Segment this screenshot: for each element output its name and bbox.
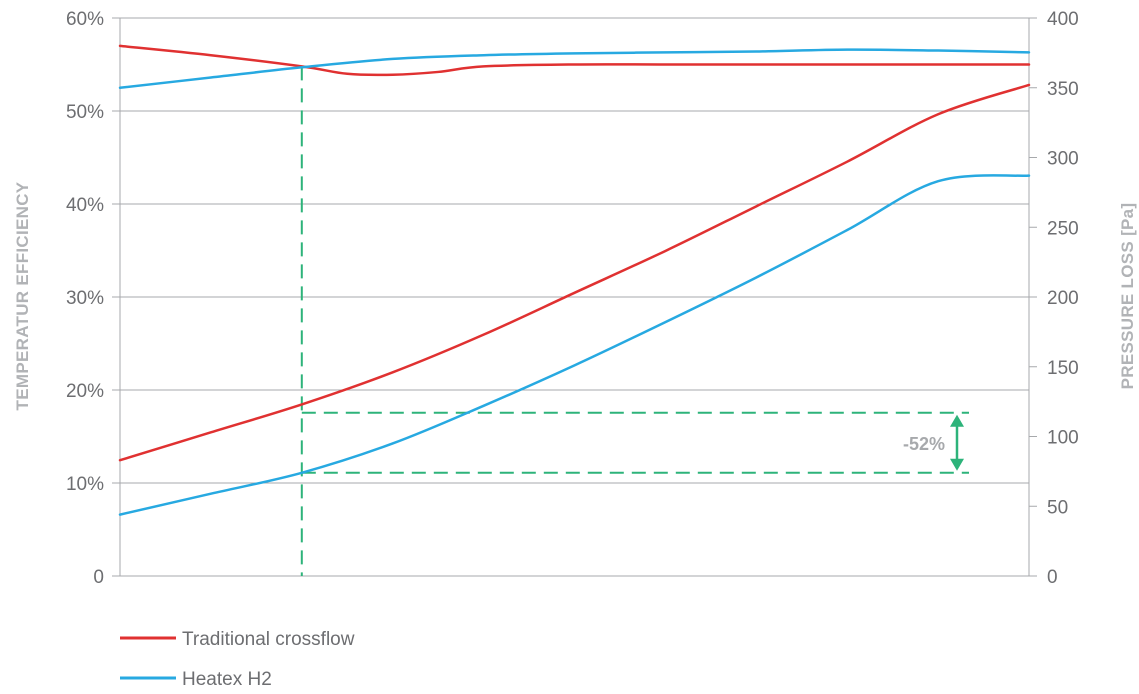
legend-label: Heatex H2 [182,669,272,689]
tick-layer: 0 10% 20% 30% 40% 50% 60% 0 50 100 150 200 250 300 350… [66,9,1079,588]
reduction-arrow-head-down [950,458,964,471]
grid-layer [112,17,1037,577]
right-tick-label: 300 [1047,149,1079,170]
legend: Traditional crossflow Heatex H2 [120,629,355,690]
left-tick-label: 10% [66,474,104,495]
legend-label: Traditional crossflow [182,629,355,650]
right-tick-label: 350 [1047,79,1079,100]
reduction-arrow-head-up [950,414,964,427]
right-tick-label: 400 [1047,9,1079,30]
right-tick-label: 150 [1047,358,1079,379]
series-line [118,48,1031,89]
right-tick-label: 100 [1047,428,1079,449]
left-tick-label: 0 [93,567,104,588]
left-tick-label: 20% [66,381,104,402]
left-tick-label: 60% [66,9,104,30]
reduction-label: -52% [903,434,945,454]
left-tick-label: 50% [66,102,104,123]
right-tick-label: 50 [1047,497,1068,518]
right-axis-title: PRESSURE LOSS [Pa] [1118,203,1137,390]
left-tick-label: 40% [66,195,104,216]
axis-title-layer: TEMPERATUR EFFICIENCY PRESSURE LOSS [Pa] [13,181,1137,410]
series-line [118,44,1031,77]
guide-layer [300,66,969,576]
annotation-layer: -52% [903,414,964,471]
right-tick-label: 250 [1047,218,1079,239]
left-tick-label: 30% [66,288,104,309]
right-tick-label: 0 [1047,567,1058,588]
series-line [118,83,1031,462]
left-axis-title: TEMPERATUR EFFICIENCY [13,181,32,410]
series-layer [118,44,1031,516]
right-tick-label: 200 [1047,288,1079,309]
series-line [118,174,1031,516]
